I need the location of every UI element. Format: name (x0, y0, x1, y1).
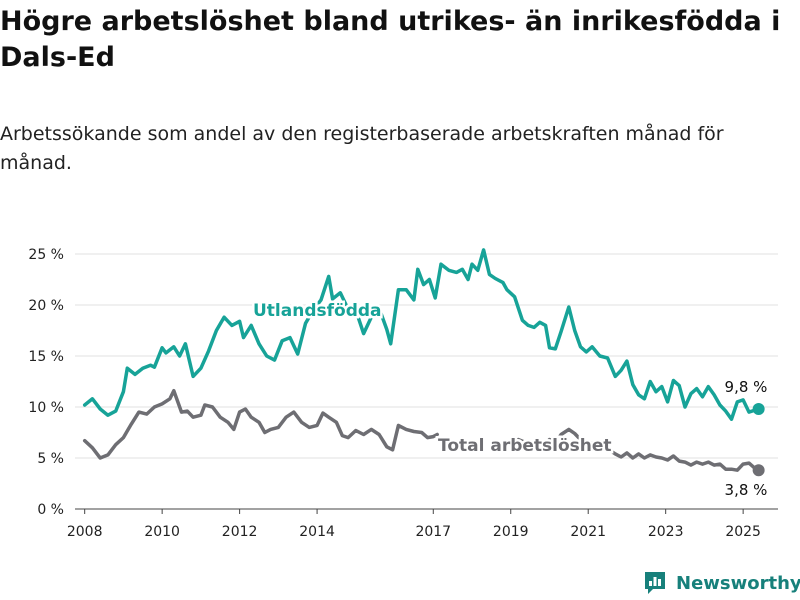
x-tick-label: 2019 (493, 524, 529, 540)
y-tick-label: 10 % (28, 400, 64, 416)
series-label-utlandsfodda: Utlandsfödda (253, 301, 382, 321)
newsworthy-logo: Newsworthy (644, 568, 800, 598)
end-label-utlandsfodda: 9,8 % (725, 378, 768, 396)
series-line-total (82, 388, 439, 460)
y-tick-label: 0 % (37, 502, 64, 518)
y-tick-label: 15 % (28, 349, 64, 365)
axes: 0 % 5 % 10 % 15 % 20 % 25 % 2008 2010 2012 2014 20… (28, 247, 778, 540)
series-line-utlandsfodda (82, 248, 761, 421)
brand-name: Newsworthy (676, 572, 800, 594)
x-tick-label: 2025 (725, 524, 761, 540)
y-tick-label: 20 % (28, 298, 64, 314)
x-tick-label: 2021 (570, 524, 606, 540)
x-tick-label: 2023 (648, 524, 684, 540)
x-tick-label: 2008 (67, 524, 103, 540)
x-tick-label: 2017 (415, 524, 451, 540)
series-label-total: Total arbetslöshet (438, 436, 612, 456)
chart-title: Högre arbetslöshet bland utrikes- än inr… (0, 6, 781, 73)
y-tick-label: 5 % (37, 451, 64, 467)
end-point-total (752, 464, 765, 477)
end-point-utlandsfodda (752, 403, 765, 416)
y-tick-label: 25 % (28, 247, 64, 263)
series-line-total-continued (516, 427, 761, 472)
series-labels: Utlandsfödda Total arbetslöshet 9,8 % 3,… (251, 299, 768, 500)
series-lines (82, 248, 765, 477)
x-tick-label: 2014 (299, 524, 335, 540)
newsworthy-logo-icon (645, 572, 665, 594)
line-chart: 0 % 5 % 10 % 15 % 20 % 25 % 2008 2010 2012 2014 20… (28, 247, 778, 540)
end-label-total: 3,8 % (725, 481, 768, 499)
x-tick-label: 2012 (222, 524, 258, 540)
x-tick-label: 2010 (144, 524, 180, 540)
chart-subtitle: Arbetssökande som andel av den registerb… (0, 123, 724, 174)
